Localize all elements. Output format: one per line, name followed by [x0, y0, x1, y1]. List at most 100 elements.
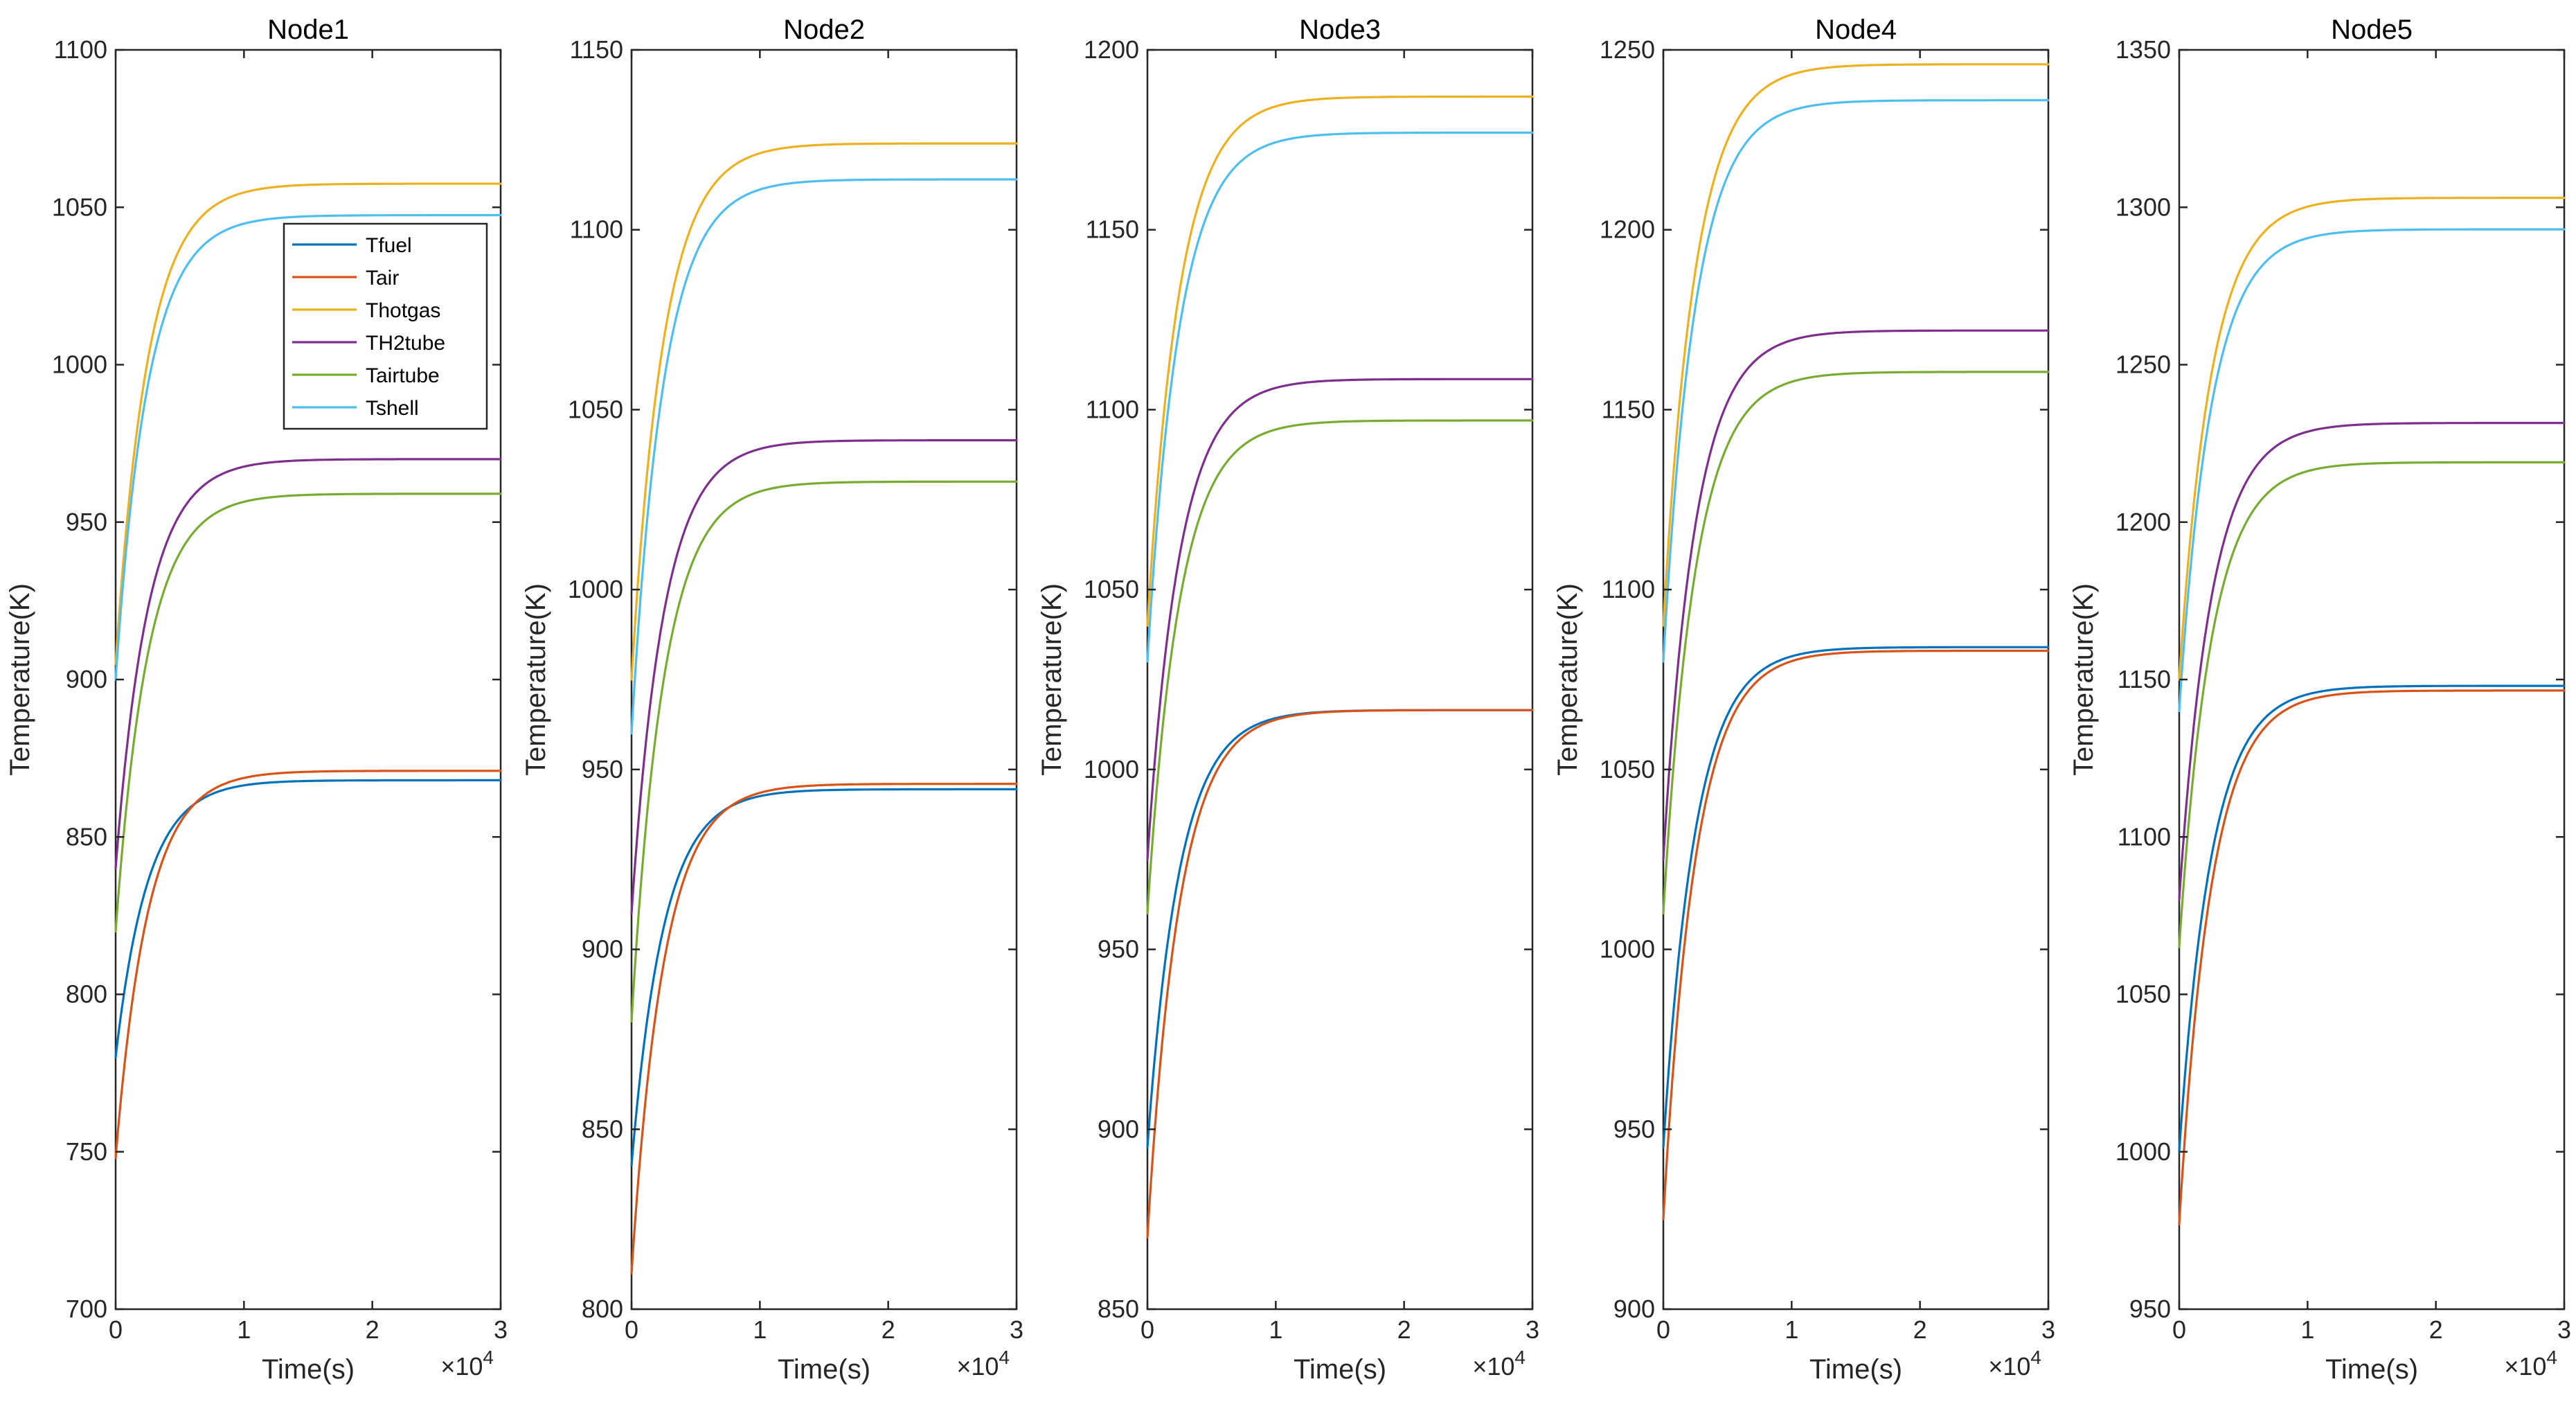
- node5-ytick-label: 1350: [2116, 35, 2171, 64]
- node3-series-group: [1146, 95, 1534, 1239]
- node3-ylabel: Temperature(K): [1037, 583, 1067, 776]
- node4-xtick-label: 1: [1785, 1315, 1798, 1344]
- node4-x-exponent-power: 4: [2030, 1347, 2041, 1368]
- node3-ytick-label: 950: [1098, 935, 1139, 964]
- node4-ytick-label: 1000: [1600, 935, 1655, 964]
- node1-xtick-label: 2: [366, 1315, 379, 1344]
- node5-axes: [2178, 48, 2566, 1311]
- node1-series-tair: [114, 770, 502, 1160]
- node4-ytick-label: 900: [1613, 1295, 1655, 1323]
- node2-axes: [630, 48, 1018, 1311]
- node2-ylabel: Temperature(K): [521, 583, 551, 776]
- node3-xlabel: Time(s): [1294, 1354, 1386, 1385]
- node1-series-th2tube: [114, 458, 502, 870]
- node5-series-tfuel: [2178, 684, 2566, 1153]
- node3-ytick-label: 1050: [1084, 575, 1139, 603]
- node3-series-tshell: [1146, 131, 1534, 663]
- node5-series-th2tube: [2178, 421, 2566, 901]
- node5-series-tair: [2178, 689, 2566, 1225]
- node5-x-exponent: ×104: [2504, 1347, 2557, 1381]
- node1-ytick-label: 700: [66, 1295, 107, 1323]
- node1-x-exponent: ×104: [440, 1347, 494, 1381]
- legend-box: [283, 222, 488, 430]
- node1-xlabel: Time(s): [262, 1354, 355, 1385]
- node1-series-tairtube: [114, 493, 502, 933]
- node4-x-exponent: ×104: [1988, 1347, 2041, 1381]
- node1-series-thotgas: [114, 182, 502, 665]
- node1-ytick-label: 800: [66, 980, 107, 1009]
- node4-ytick-label: 1150: [1602, 395, 1655, 423]
- node4-ytick-label: 1200: [1600, 215, 1655, 244]
- node4-ylabel: Temperature(K): [1553, 583, 1583, 776]
- node3-title: Node3: [1299, 15, 1381, 45]
- node4-series-th2tube: [1662, 329, 2050, 861]
- legend-entry-th2tube: TH2tube: [366, 332, 445, 355]
- node4-xtick-label: 0: [1656, 1315, 1670, 1344]
- node5-series-thotgas: [2178, 197, 2566, 681]
- node2-ytick-label: 800: [582, 1295, 623, 1323]
- node5-ylabel: Temperature(K): [2068, 583, 2099, 776]
- node3-xtick-label: 2: [1397, 1315, 1411, 1344]
- node5-title: Node5: [2331, 15, 2413, 45]
- node5-ytick-label: 1250: [2116, 350, 2171, 379]
- node5-ytick-label: 1050: [2116, 980, 2171, 1009]
- node3-x-exponent-power: 4: [1514, 1347, 1526, 1368]
- node1-ytick-label: 900: [66, 665, 107, 693]
- node5-panel: 950 1000 1050 1100 1150 1200 1250 1300 1350 0 1 2 3×…: [2068, 15, 2571, 1385]
- node4-series-thotgas: [1662, 63, 2050, 627]
- node2-xtick-label: 0: [625, 1315, 638, 1344]
- node4-series-tfuel: [1662, 646, 2050, 1148]
- node3-ytick-label: 850: [1098, 1295, 1139, 1323]
- node1-ytick-label: 950: [66, 508, 107, 536]
- legend-entry-tair: Tair: [366, 267, 399, 290]
- legend-entry-tfuel: Tfuel: [366, 234, 412, 257]
- node2-x-exponent: ×104: [956, 1347, 1010, 1381]
- node1-xtick-label: 1: [237, 1315, 251, 1344]
- node3-series-th2tube: [1146, 378, 1534, 861]
- node5-xtick-label: 2: [2429, 1315, 2443, 1344]
- node2-xtick-label: 1: [753, 1315, 767, 1344]
- node3-series-tairtube: [1146, 419, 1534, 915]
- node4-panel: 900 950 1000 1050 1100 1150 1200 1250 0 1 2 3×104 No…: [1553, 15, 2055, 1385]
- node4-series-group: [1662, 63, 2050, 1221]
- node5-xtick-label: 0: [2172, 1315, 2186, 1344]
- node2-xtick-label: 3: [1010, 1315, 1023, 1344]
- node4-xtick-label: 2: [1913, 1315, 1927, 1344]
- node5-ytick-label: 1200: [2116, 508, 2171, 536]
- node2-xlabel: Time(s): [778, 1354, 870, 1385]
- legend-entry-tshell: Tshell: [366, 397, 419, 420]
- node4-xlabel: Time(s): [1809, 1354, 1902, 1385]
- node3-x-exponent: ×104: [1472, 1347, 1526, 1381]
- node4-ytick-label: 1050: [1600, 755, 1655, 783]
- node5-ytick-label: 1300: [2116, 193, 2171, 221]
- node2-x-exponent-power: 4: [999, 1347, 1010, 1368]
- node5-ytick-label: 950: [2129, 1295, 2171, 1323]
- node2-series-tshell: [630, 178, 1018, 735]
- node2-series-group: [630, 142, 1018, 1275]
- node3-ytick-label: 1100: [1086, 395, 1139, 423]
- node2-series-thotgas: [630, 142, 1018, 681]
- node4-series-tairtube: [1662, 371, 2050, 915]
- node2-series-tair: [630, 782, 1018, 1275]
- node4-series-tair: [1662, 649, 2050, 1221]
- node1-x-exponent-power: 4: [483, 1347, 494, 1368]
- node2-ytick-label: 850: [582, 1115, 623, 1143]
- node1-ytick-label: 1100: [54, 35, 107, 64]
- node5-series-tairtube: [2178, 461, 2566, 948]
- node1-ytick-label: 850: [66, 822, 107, 851]
- node1-series-tshell: [114, 214, 502, 681]
- node5-xtick-label: 1: [2300, 1315, 2314, 1344]
- node1-ylabel: Temperature(K): [5, 583, 35, 776]
- legend-entry-tairtube: Tairtube: [366, 364, 440, 387]
- node1-xtick-label: 3: [494, 1315, 508, 1344]
- node1-panel: 700 750 800 850 900 950 1000 1050 1100 0 1 2 3×104 No…: [5, 15, 508, 1385]
- node3-ytick-label: 1200: [1084, 35, 1139, 64]
- node2-ytick-label: 900: [582, 935, 623, 964]
- node4-axes: [1662, 48, 2050, 1311]
- node2-panel: 800 850 900 950 1000 1050 1100 1150 0 1 2 3×104 Node…: [521, 15, 1023, 1385]
- node3-axes: [1146, 48, 1534, 1311]
- node3-xtick-label: 1: [1269, 1315, 1282, 1344]
- node5-xtick-label: 3: [2557, 1315, 2571, 1344]
- node5-ytick-label: 1150: [2118, 665, 2171, 693]
